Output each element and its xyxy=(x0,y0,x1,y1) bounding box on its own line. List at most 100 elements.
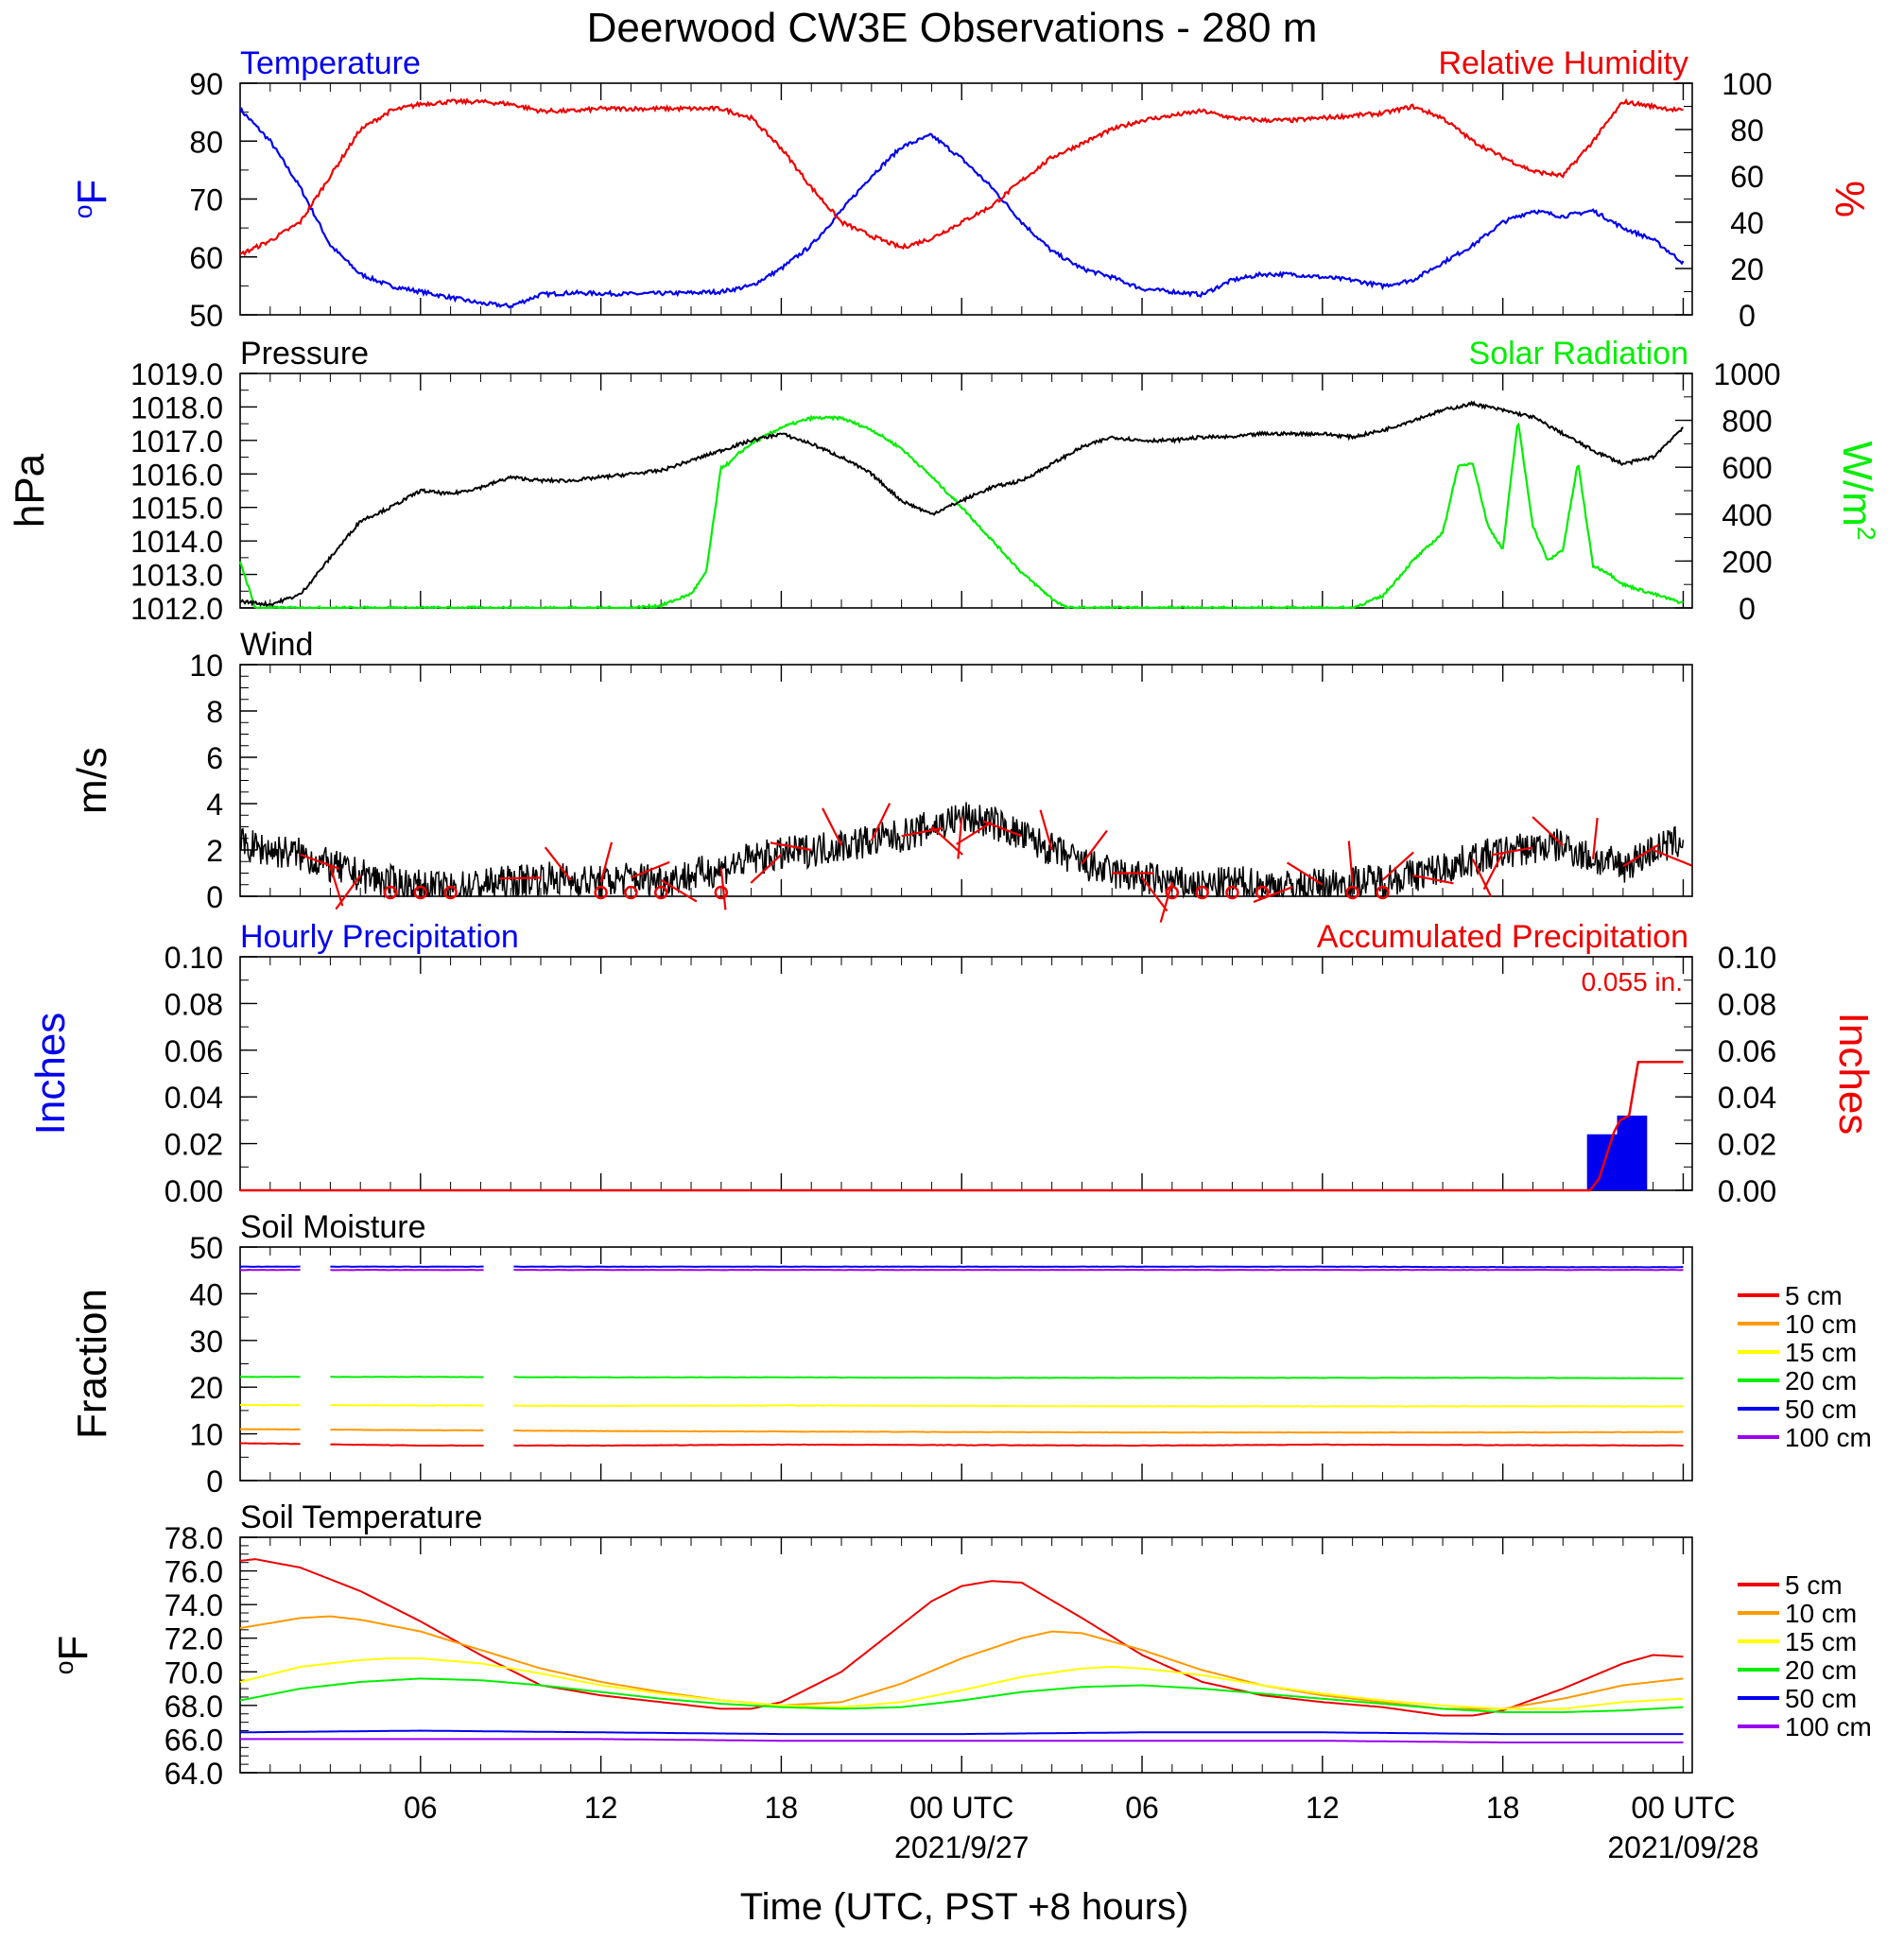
precip-right-right-tick-label: 0.00 xyxy=(1718,1174,1776,1208)
solar-line xyxy=(238,414,1684,610)
precip-left-left-tick-label: 0.04 xyxy=(164,1081,223,1115)
soil-moisture-line xyxy=(239,1376,1684,1380)
soil-moisture-legend-label: 10 cm xyxy=(1785,1309,1857,1339)
calm-wind-circle xyxy=(653,885,668,900)
calm-wind-circle xyxy=(383,885,398,900)
accum-precip-total: 0.055 in. xyxy=(1582,967,1683,996)
wind-barb xyxy=(770,841,812,852)
pressure-line xyxy=(239,400,1684,608)
wind-barb xyxy=(1482,851,1504,891)
x-tick-label: 18 xyxy=(1486,1791,1520,1825)
wind-barb xyxy=(982,820,1023,838)
soil-temp-line xyxy=(240,1738,1684,1743)
pressure-left-tick-label: 1012.0 xyxy=(130,592,223,626)
soil-temp-line xyxy=(240,1729,1684,1736)
precip-left-left-tick-label: 0.00 xyxy=(164,1174,223,1208)
wind-unit: m/s xyxy=(69,747,115,814)
temp-left-tick-label: 90 xyxy=(189,67,223,101)
wind-barb xyxy=(1381,851,1414,881)
soil-temp-left-tick-label: 64.0 xyxy=(164,1757,223,1791)
wind-barb xyxy=(335,875,362,910)
wind-barb xyxy=(719,868,727,910)
soil-temp-line xyxy=(239,1677,1684,1713)
precip-left-left-tick-label: 0.08 xyxy=(164,987,223,1021)
calm-wind-circle xyxy=(1345,885,1359,900)
pressure-left-tick-label: 1015.0 xyxy=(130,492,223,526)
humidity-title: Relative Humidity xyxy=(1438,45,1688,81)
soil-temp-line xyxy=(239,1615,1684,1710)
calm-wind-circle xyxy=(1165,885,1180,900)
soil-temp-left-tick-label: 72.0 xyxy=(164,1622,223,1656)
wind-barb xyxy=(1591,817,1599,859)
rh-right-tick-label: 80 xyxy=(1730,113,1764,147)
calm-wind-circle xyxy=(594,885,608,900)
temp-left-tick-label: 80 xyxy=(189,125,223,159)
pressure-left-tick-label: 1017.0 xyxy=(130,425,223,459)
soil-moisture-line xyxy=(239,1265,1684,1269)
soil-moisture-unit: Fraction xyxy=(69,1289,115,1439)
wind-barb xyxy=(956,821,993,845)
precip-right-right-tick-label: 0.06 xyxy=(1718,1034,1776,1068)
precip-left-unit: Inches xyxy=(27,1013,74,1135)
soil-temp-legend-label: 10 cm xyxy=(1785,1599,1857,1628)
calm-wind-circle xyxy=(1376,885,1390,900)
soil-temp-title: Soil Temperature xyxy=(240,1499,482,1535)
soil-temp-legend-label: 5 cm xyxy=(1785,1570,1843,1600)
wind-barb xyxy=(300,853,340,870)
x-axis-label: Time (UTC, PST +8 hours) xyxy=(740,1886,1189,1928)
soil-moisture-left-tick-label: 10 xyxy=(189,1418,223,1452)
wind-left-tick-label: 0 xyxy=(206,880,223,914)
soil-temp-legend-label: 50 cm xyxy=(1785,1684,1857,1713)
wind-left-tick-label: 4 xyxy=(206,788,223,822)
soil-temp-legend-label: 20 cm xyxy=(1785,1655,1857,1685)
calm-wind-circle xyxy=(1255,885,1270,900)
wind-barb xyxy=(957,817,963,859)
soil-moisture-legend-label: 15 cm xyxy=(1785,1338,1857,1367)
wind-barb xyxy=(660,878,698,903)
wind-barb xyxy=(544,846,572,881)
pressure-left-tick-label: 1018.0 xyxy=(130,390,223,425)
soil-moisture-left-tick-label: 20 xyxy=(189,1371,223,1405)
pressure-solar-frame xyxy=(239,373,1693,609)
rh-right-tick-label: 40 xyxy=(1730,206,1764,240)
soil-temp-left-tick-label: 78.0 xyxy=(164,1521,223,1555)
wind-left-tick-label: 2 xyxy=(206,834,223,868)
accum-precip-title: Accumulated Precipitation xyxy=(1317,919,1688,955)
precip-right-right-tick-label: 0.08 xyxy=(1718,987,1776,1021)
soil-temp-left-tick-label: 66.0 xyxy=(164,1723,223,1757)
pressure-left-tick-label: 1014.0 xyxy=(130,525,223,559)
x-tick-label: 12 xyxy=(1306,1791,1340,1825)
soil-moisture-left-tick-label: 30 xyxy=(189,1325,223,1359)
humidity-line xyxy=(239,97,1684,257)
pressure-unit: hPa xyxy=(7,453,53,528)
x-tick-label: 06 xyxy=(1125,1791,1159,1825)
solar-unit: W/m2 xyxy=(1834,441,1880,540)
wind-barb xyxy=(599,841,614,883)
wind-barb xyxy=(822,807,843,846)
wind-left-tick-label: 10 xyxy=(189,649,223,683)
x-tick-date-label: 2021/9/27 xyxy=(894,1830,1029,1864)
precip-right-right-tick-label: 0.02 xyxy=(1718,1128,1776,1162)
rh-right-tick-label: 0 xyxy=(1739,299,1756,333)
accum-precip-line xyxy=(240,1060,1684,1192)
chart-title: Deerwood CW3E Observations - 280 m xyxy=(587,5,1318,51)
wind-barb xyxy=(1653,848,1692,867)
soil-temp-frame xyxy=(239,1536,1693,1774)
soil-temp-legend-label: 100 cm xyxy=(1785,1712,1872,1742)
rh-right-tick-label: 100 xyxy=(1722,67,1772,101)
soil-moisture-left-tick-label: 50 xyxy=(189,1231,223,1265)
wind-barb xyxy=(1081,829,1108,865)
solar-right-tick-label: 600 xyxy=(1722,451,1772,485)
soil-moisture-line xyxy=(239,1428,1684,1434)
solar-right-tick-label: 800 xyxy=(1722,405,1772,439)
pressure-title: Pressure xyxy=(240,336,369,372)
hourly-precip-bar xyxy=(1617,1115,1648,1190)
temp-left-tick-label: 60 xyxy=(189,241,223,275)
wind-barb xyxy=(329,865,344,907)
soil-moisture-legend-label: 20 cm xyxy=(1785,1366,1857,1395)
precip-right-right-tick-label: 0.10 xyxy=(1718,941,1776,975)
temp-left-tick-label: 70 xyxy=(189,183,223,217)
humidity-unit: % xyxy=(1826,181,1873,217)
wind-barb xyxy=(1039,809,1053,851)
